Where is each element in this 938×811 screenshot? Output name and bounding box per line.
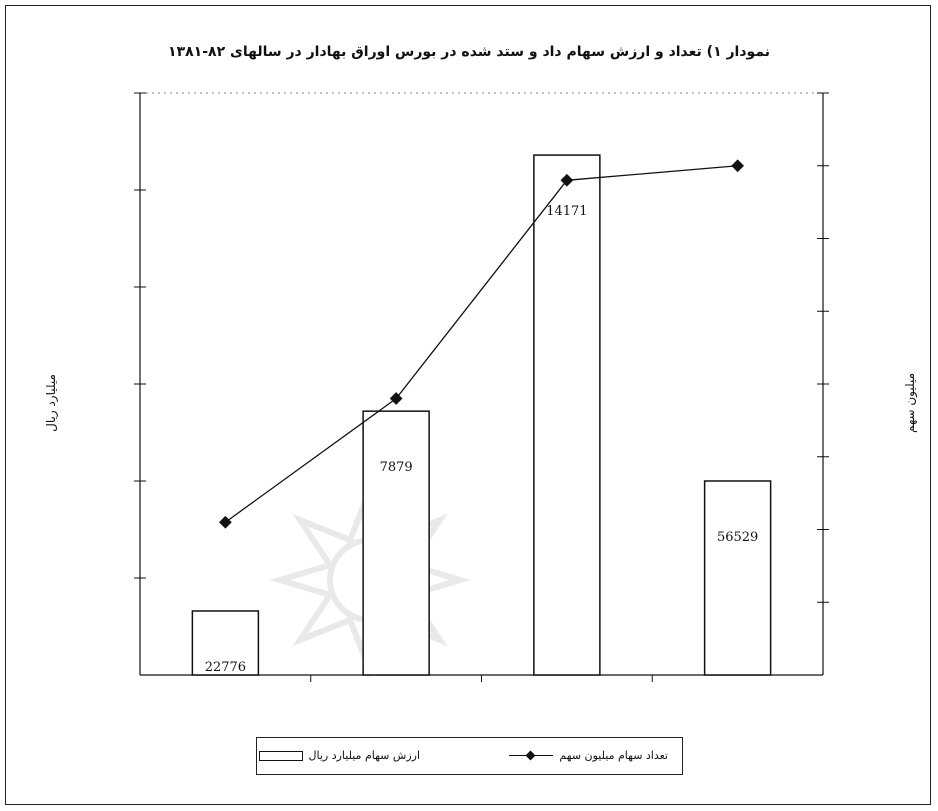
bar [191, 610, 260, 676]
chart-frame [5, 5, 931, 805]
legend-label-line: تعداد سهام میلیون سهم [559, 749, 668, 762]
chart-title: نمودار ۱) تعداد و ارزش سهام داد و ستد شد… [168, 44, 770, 60]
bar [703, 480, 772, 676]
legend-swatch-line [509, 750, 554, 762]
bar-data-label: 7879 [380, 460, 413, 475]
line-path [224, 165, 738, 523]
line-point [219, 515, 232, 529]
bar [533, 154, 601, 676]
legend-label-bar: ارزش سهام میلیارد ریال [308, 749, 421, 762]
bar-data-label: 56529 [717, 530, 758, 545]
legend-swatch-bar [258, 750, 303, 761]
line-point [731, 159, 744, 173]
bar-data-label: 14171 [546, 204, 587, 219]
bar [362, 410, 430, 676]
line-point [389, 392, 403, 405]
legend-item-bar: ارزش سهام میلیارد ریال [258, 749, 421, 762]
bar-series: 22776 7879 14171 56529 [191, 154, 772, 676]
bar-data-label: 22776 [205, 660, 246, 675]
legend-item-line: تعداد سهام میلیون سهم [509, 749, 668, 762]
line-series [219, 159, 744, 529]
chart-legend: تعداد سهام میلیون سهم ارزش سهام میلیارد … [256, 737, 683, 775]
